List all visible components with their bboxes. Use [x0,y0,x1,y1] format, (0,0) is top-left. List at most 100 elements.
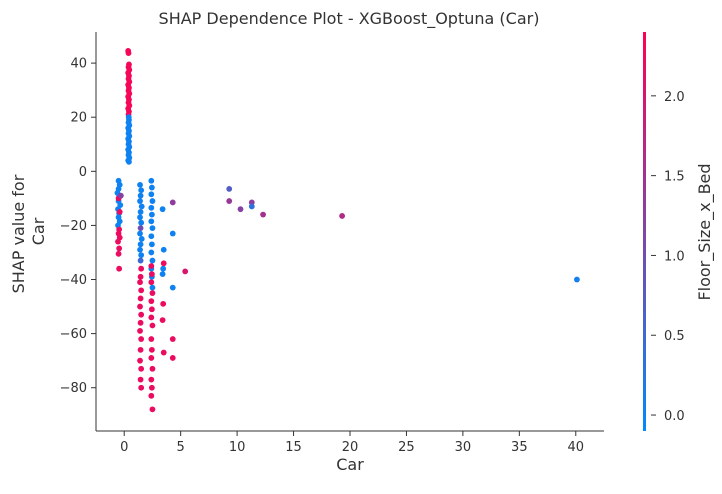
scatter-point [137,198,143,204]
scatter-point [138,265,145,272]
scatter-point [148,177,155,184]
scatter-point [148,355,155,361]
colorbar: 2.0 1.5 1.0 0.5 0.0 Floor_Size_x_Bed [643,32,715,431]
scatter-point [148,249,155,256]
y-axis-ticks: 40 20 0 −20 −40 −60 −80 [60,57,96,396]
scatter-point [137,328,143,334]
scatter-point [160,349,167,356]
scatter-point [169,336,176,342]
scatter-point [169,284,176,291]
scatter-point [148,211,155,218]
scatter-point [138,365,145,372]
scatter-point [248,199,255,206]
scatter-point [574,276,580,283]
y-tick-label: −40 [60,273,87,288]
data-points [114,48,580,413]
scatter-point [169,230,176,237]
scatter-point [160,265,167,272]
scatter-point [148,204,155,211]
scatter-point [148,233,155,240]
scatter-point [138,219,145,226]
scatter-point [138,252,145,259]
scatter-point [339,213,345,219]
scatter-point [138,311,145,318]
scatter-point [260,211,266,218]
scatter-point [169,199,176,206]
scatter-point [148,271,155,278]
scatter-point [159,271,166,278]
scatter-point [182,268,189,275]
y-axis-label-line-1: SHAP value for [9,174,28,293]
scatter-point [148,279,155,286]
scatter-point [137,303,143,310]
scatter-point [137,319,144,326]
scatter-point [148,298,155,305]
scatter-point [149,257,156,264]
scatter-point [148,346,155,353]
x-tick-label: 40 [568,440,585,455]
scatter-point [137,295,144,302]
scatter-point [149,406,156,413]
colorbar-tick-label: 2.0 [664,90,685,105]
y-axis-label: SHAP value for Car [9,170,48,294]
scatter-point [159,206,166,213]
scatter-point [137,208,144,215]
scatter-point [149,290,156,296]
scatter-point [116,208,123,215]
scatter-point [137,230,143,237]
plot-area: 0 5 10 15 20 25 30 35 40 40 20 0 −20 −40 −60 −80 [60,32,604,455]
x-tick-label: 10 [229,440,246,455]
scatter-point [115,250,122,257]
scatter-point [160,246,167,253]
scatter-point [137,279,143,286]
scatter-point [137,192,144,199]
y-tick-label: −80 [60,381,87,396]
y-tick-label: 40 [70,57,87,72]
scatter-point [149,365,156,372]
scatter-point [137,357,143,364]
y-axis-label-line-2: Car [29,217,48,245]
y-tick-label: 20 [70,111,87,126]
scatter-point [160,260,167,267]
scatter-point [116,245,123,252]
scatter-point [138,187,145,194]
scatter-point [149,225,156,232]
scatter-point [148,384,155,391]
scatter-point [115,238,121,245]
scatter-point [226,198,233,204]
scatter-point [138,384,145,391]
scatter-point [248,203,255,210]
colorbar-ticks: 2.0 1.5 1.0 0.5 0.0 [651,90,685,424]
scatter-point [125,50,132,56]
scatter-point [137,246,143,253]
scatter-point [160,300,167,307]
scatter-point [148,241,155,248]
y-tick-label: −20 [60,219,87,234]
scatter-point [148,191,155,198]
colorbar-tick-label: 0.5 [664,329,685,344]
x-tick-label: 15 [285,440,302,455]
scatter-point [148,392,155,399]
scatter-point [148,306,155,313]
scatter-point [137,257,144,264]
colorbar-tick-label: 1.5 [664,170,685,185]
scatter-point [138,203,145,210]
x-tick-label: 30 [455,440,472,455]
colorbar-label: Floor_Size_x_Bed [695,163,715,300]
scatter-point [226,185,233,192]
scatter-point [159,317,166,323]
colorbar-tick-label: 0.0 [664,409,685,424]
x-tick-label: 35 [511,440,528,455]
scatter-point [116,265,123,272]
scatter-point [237,206,244,213]
scatter-point [137,241,144,248]
scatter-point [169,355,176,361]
scatter-point [137,273,144,280]
scatter-point [137,346,144,353]
chart-title: SHAP Dependence Plot - XGBoost_Optuna (C… [159,9,540,29]
scatter-point [126,158,132,165]
y-tick-label: −60 [60,327,87,342]
scatter-point [148,376,155,383]
scatter-point [149,284,156,291]
